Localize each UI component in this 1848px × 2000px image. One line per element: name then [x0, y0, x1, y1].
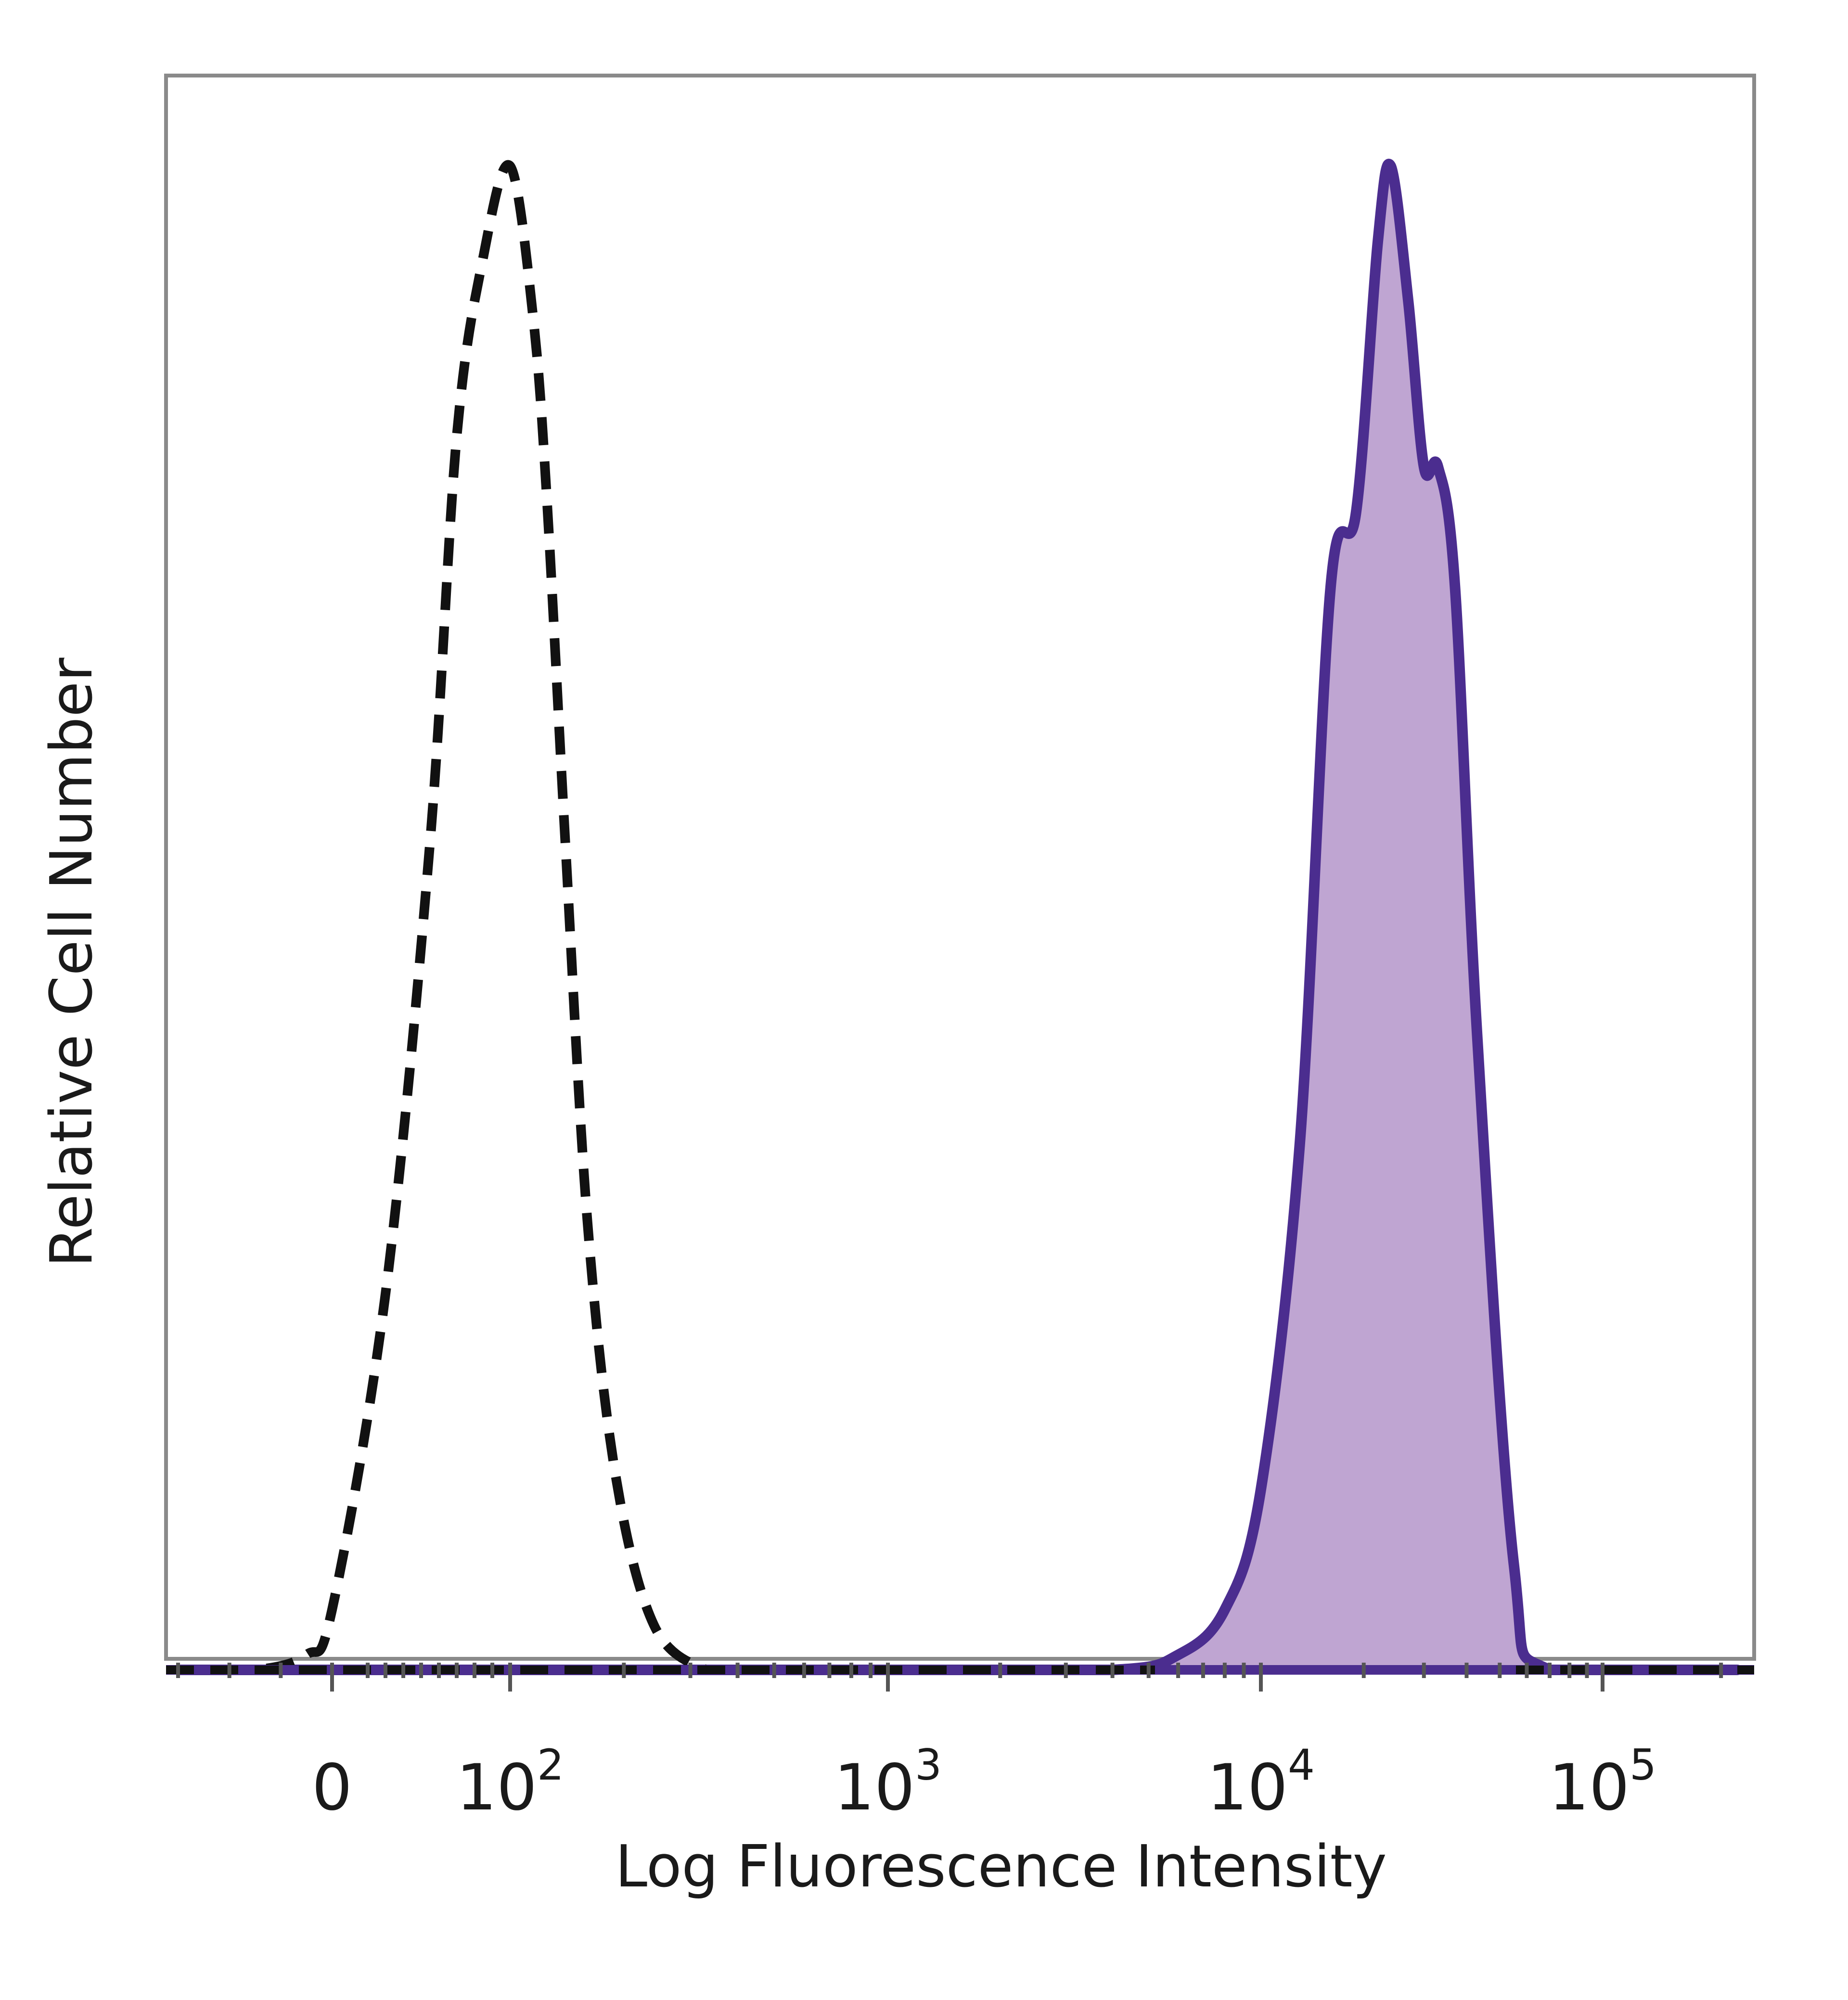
plot-frame [164, 74, 1756, 1661]
x-axis-title: Log Fluorescence Intensity [615, 1833, 1386, 1900]
x-tick-label: 102 [456, 1740, 564, 1825]
x-tick-label: 104 [1207, 1740, 1315, 1825]
y-axis-title: Relative Cell Number [38, 657, 105, 1267]
x-axis-ticks [176, 1663, 1723, 1692]
x-tick-label: 105 [1549, 1740, 1656, 1825]
series-1-line [173, 158, 1743, 1676]
series-1-fill [178, 164, 1737, 1670]
x-tick-label: 0 [312, 1751, 352, 1825]
x-tick-label: 103 [834, 1740, 942, 1825]
series-layer [173, 158, 1743, 1676]
x-axis-tick-labels: 0 102 103 104 105 [312, 1740, 1656, 1825]
